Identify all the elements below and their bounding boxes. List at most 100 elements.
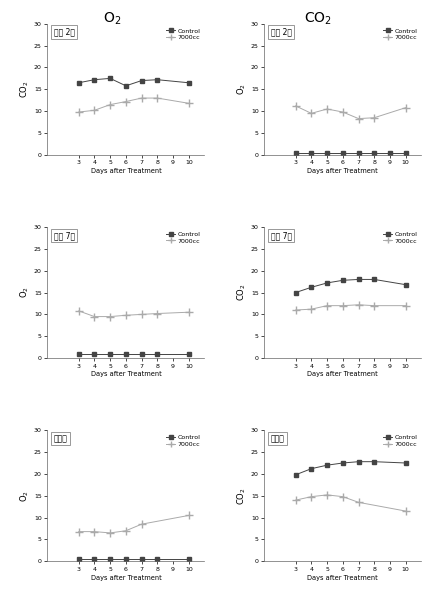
Control — [123, 82, 129, 89]
Control — [92, 76, 97, 83]
X-axis label: Days after Treatment: Days after Treatment — [91, 574, 161, 581]
7000cc — [186, 100, 191, 107]
Y-axis label: O$_2$: O$_2$ — [18, 287, 31, 298]
7000cc — [372, 114, 377, 121]
7000cc — [325, 491, 330, 498]
Legend: Control, 7000cc: Control, 7000cc — [382, 230, 418, 245]
Control — [340, 459, 345, 466]
7000cc — [108, 101, 113, 108]
Line: 7000cc: 7000cc — [75, 511, 193, 537]
Line: Control: Control — [77, 76, 191, 88]
7000cc — [293, 102, 298, 109]
Control — [372, 149, 377, 156]
7000cc — [403, 104, 408, 111]
Control — [340, 277, 345, 284]
7000cc — [356, 115, 361, 122]
Control — [108, 75, 113, 82]
Control — [186, 555, 191, 563]
Control — [293, 471, 298, 478]
7000cc — [325, 302, 330, 309]
7000cc — [76, 307, 81, 314]
Y-axis label: CO$_2$: CO$_2$ — [18, 80, 31, 98]
7000cc — [325, 105, 330, 112]
Control — [108, 555, 113, 563]
7000cc — [340, 109, 345, 116]
Control — [309, 284, 314, 291]
Legend: Control, 7000cc: Control, 7000cc — [165, 434, 201, 448]
Control — [403, 281, 408, 288]
7000cc — [108, 313, 113, 320]
Line: Control: Control — [77, 557, 191, 561]
Control — [76, 350, 81, 358]
Line: 7000cc: 7000cc — [292, 102, 409, 122]
Control — [340, 149, 345, 156]
7000cc — [293, 497, 298, 504]
X-axis label: Days after Treatment: Days after Treatment — [307, 168, 378, 174]
7000cc — [155, 310, 160, 317]
7000cc — [123, 527, 129, 534]
7000cc — [186, 309, 191, 316]
Control — [372, 276, 377, 283]
7000cc — [108, 529, 113, 536]
Line: 7000cc: 7000cc — [75, 94, 193, 116]
Control — [325, 462, 330, 469]
Text: CO$_2$: CO$_2$ — [304, 11, 332, 27]
Control — [123, 555, 129, 563]
Text: 새송이: 새송이 — [270, 434, 284, 443]
7000cc — [155, 94, 160, 102]
7000cc — [403, 507, 408, 514]
X-axis label: Days after Treatment: Days after Treatment — [307, 574, 378, 581]
Line: Control: Control — [294, 151, 408, 155]
7000cc — [309, 493, 314, 500]
Y-axis label: CO$_2$: CO$_2$ — [236, 487, 248, 505]
7000cc — [356, 499, 361, 506]
Control — [403, 459, 408, 466]
Line: Control: Control — [77, 352, 191, 356]
Control — [186, 350, 191, 358]
Line: Control: Control — [294, 460, 408, 477]
Text: 고지 2호: 고지 2호 — [270, 28, 292, 37]
Control — [309, 465, 314, 472]
Control — [293, 289, 298, 296]
Control — [139, 555, 144, 563]
Line: 7000cc: 7000cc — [292, 491, 409, 515]
Control — [356, 149, 361, 156]
Y-axis label: O$_2$: O$_2$ — [236, 83, 248, 95]
Control — [76, 555, 81, 563]
Control — [325, 149, 330, 156]
Y-axis label: O$_2$: O$_2$ — [18, 490, 31, 502]
Control — [186, 79, 191, 86]
Control — [403, 149, 408, 156]
7000cc — [372, 302, 377, 309]
Control — [92, 350, 97, 358]
Control — [372, 458, 377, 465]
7000cc — [123, 312, 129, 319]
Control — [387, 149, 393, 156]
7000cc — [340, 302, 345, 309]
Control — [76, 79, 81, 86]
Text: 준주 7호: 준주 7호 — [54, 231, 75, 240]
Control — [309, 149, 314, 156]
Control — [123, 350, 129, 358]
7000cc — [309, 110, 314, 117]
7000cc — [340, 493, 345, 500]
Control — [155, 76, 160, 83]
7000cc — [139, 520, 144, 527]
7000cc — [92, 313, 97, 320]
Control — [108, 350, 113, 358]
7000cc — [76, 528, 81, 535]
Control — [139, 77, 144, 84]
X-axis label: Days after Treatment: Days after Treatment — [91, 168, 161, 174]
Control — [155, 555, 160, 563]
7000cc — [139, 311, 144, 318]
Legend: Control, 7000cc: Control, 7000cc — [165, 230, 201, 245]
Line: 7000cc: 7000cc — [292, 301, 409, 314]
Text: O$_2$: O$_2$ — [103, 11, 121, 27]
7000cc — [92, 107, 97, 114]
7000cc — [186, 512, 191, 519]
Control — [356, 276, 361, 283]
7000cc — [293, 307, 298, 314]
7000cc — [92, 528, 97, 535]
7000cc — [76, 109, 81, 116]
Legend: Control, 7000cc: Control, 7000cc — [382, 434, 418, 448]
